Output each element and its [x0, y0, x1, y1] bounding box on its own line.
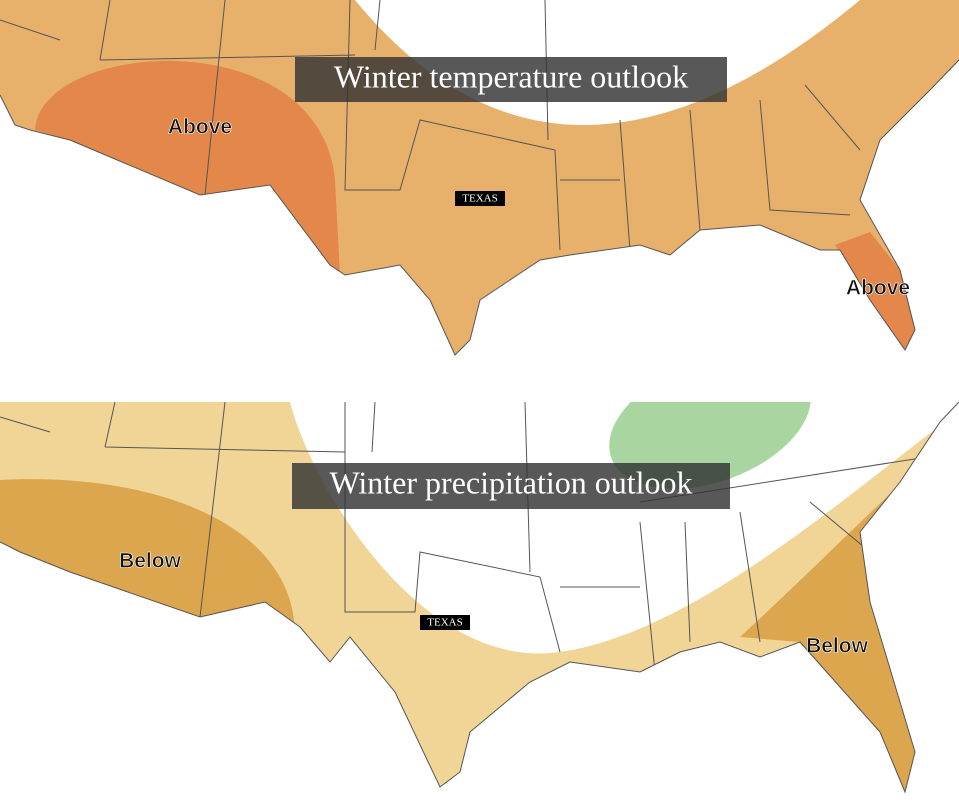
coastline — [0, 401, 959, 794]
below-region — [740, 442, 945, 792]
above-precip-region — [609, 402, 811, 489]
state-label-box — [455, 191, 505, 206]
state-label-box — [420, 615, 470, 630]
above-region — [35, 60, 340, 275]
precipitation-map: Winter precipitation outlook TEXAS Below… — [0, 401, 959, 794]
state-label: TEXAS — [427, 617, 462, 629]
map-title: Winter precipitation outlook — [329, 464, 692, 500]
region-label: Above — [168, 116, 232, 139]
region-label: Below — [806, 635, 869, 658]
region-label: Below — [119, 550, 182, 573]
coastline — [0, 59, 959, 356]
region-label: Above — [846, 277, 910, 300]
title-box — [295, 57, 727, 102]
map-title: Winter temperature outlook — [334, 58, 688, 94]
temperature-map: Winter temperature outlook TEXAS Above A… — [0, 0, 959, 356]
state-label: TEXAS — [462, 193, 497, 205]
below-region — [0, 479, 296, 642]
above-region — [835, 232, 915, 350]
title-box — [292, 463, 730, 509]
